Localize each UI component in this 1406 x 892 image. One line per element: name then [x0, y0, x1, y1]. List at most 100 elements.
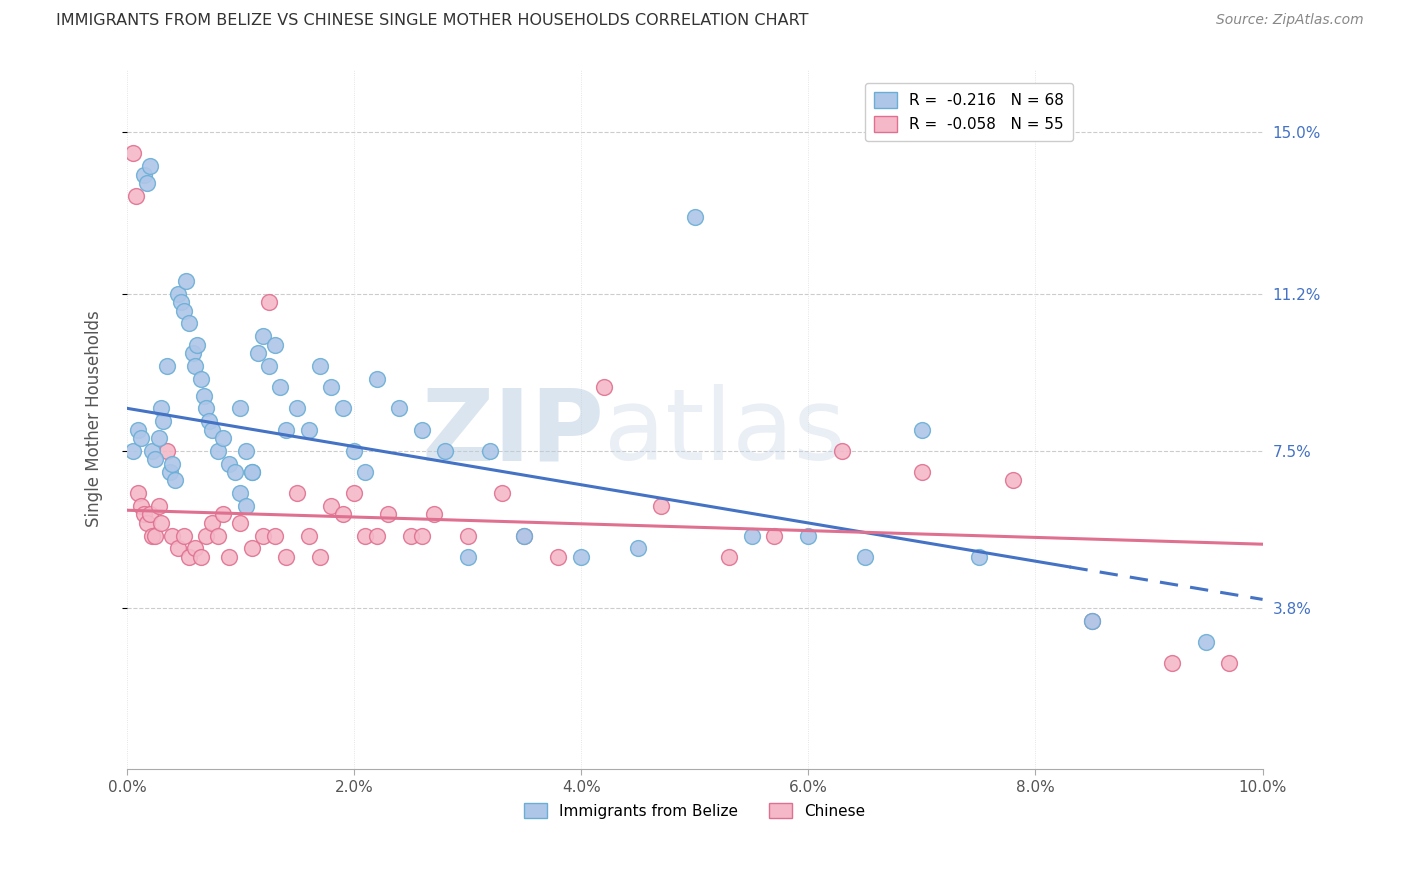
Point	[148, 431, 170, 445]
Point	[366, 371, 388, 385]
Point	[513, 529, 536, 543]
Point	[212, 431, 235, 445]
Point	[309, 549, 332, 564]
Point	[797, 529, 820, 543]
Point	[285, 401, 308, 416]
Point	[207, 529, 229, 543]
Point	[159, 465, 181, 479]
Point	[132, 168, 155, 182]
Point	[229, 516, 252, 530]
Point	[121, 443, 143, 458]
Point	[457, 549, 479, 564]
Point	[218, 549, 240, 564]
Point	[298, 529, 321, 543]
Point	[1195, 635, 1218, 649]
Point	[141, 529, 163, 543]
Point	[1081, 614, 1104, 628]
Point	[321, 499, 343, 513]
Point	[683, 210, 706, 224]
Point	[321, 380, 343, 394]
Text: ZIP: ZIP	[420, 384, 605, 482]
Point	[235, 499, 257, 513]
Point	[411, 423, 433, 437]
Point	[186, 337, 208, 351]
Point	[513, 529, 536, 543]
Text: atlas: atlas	[605, 384, 845, 482]
Point	[763, 529, 786, 543]
Point	[212, 508, 235, 522]
Point	[366, 529, 388, 543]
Point	[1160, 656, 1182, 670]
Point	[853, 549, 876, 564]
Point	[195, 401, 218, 416]
Point	[309, 359, 332, 373]
Point	[354, 529, 377, 543]
Point	[173, 529, 195, 543]
Point	[1001, 474, 1024, 488]
Point	[1081, 614, 1104, 628]
Point	[179, 317, 201, 331]
Point	[263, 337, 285, 351]
Point	[274, 549, 297, 564]
Point	[138, 508, 160, 522]
Point	[479, 443, 502, 458]
Point	[190, 549, 212, 564]
Point	[399, 529, 422, 543]
Point	[127, 423, 149, 437]
Point	[174, 274, 197, 288]
Point	[162, 529, 184, 543]
Point	[129, 499, 152, 513]
Y-axis label: Single Mother Households: Single Mother Households	[86, 310, 103, 527]
Point	[240, 465, 263, 479]
Point	[332, 508, 354, 522]
Point	[149, 401, 172, 416]
Point	[274, 423, 297, 437]
Point	[143, 529, 166, 543]
Point	[132, 508, 155, 522]
Point	[246, 346, 269, 360]
Point	[457, 529, 479, 543]
Point	[167, 541, 190, 556]
Point	[156, 443, 179, 458]
Point	[491, 486, 513, 500]
Point	[354, 465, 377, 479]
Point	[332, 401, 354, 416]
Text: IMMIGRANTS FROM BELIZE VS CHINESE SINGLE MOTHER HOUSEHOLDS CORRELATION CHART: IMMIGRANTS FROM BELIZE VS CHINESE SINGLE…	[56, 13, 808, 29]
Text: Source: ZipAtlas.com: Source: ZipAtlas.com	[1216, 13, 1364, 28]
Point	[422, 508, 444, 522]
Point	[148, 499, 170, 513]
Point	[285, 486, 308, 500]
Point	[343, 486, 366, 500]
Point	[257, 295, 280, 310]
Point	[121, 146, 143, 161]
Point	[193, 388, 215, 402]
Point	[125, 189, 148, 203]
Point	[167, 286, 190, 301]
Point	[388, 401, 411, 416]
Point	[411, 529, 433, 543]
Point	[377, 508, 399, 522]
Point	[163, 474, 186, 488]
Point	[149, 516, 172, 530]
Point	[136, 516, 159, 530]
Point	[967, 549, 990, 564]
Point	[343, 443, 366, 458]
Point	[252, 529, 274, 543]
Point	[569, 549, 592, 564]
Point	[235, 443, 257, 458]
Point	[218, 457, 240, 471]
Point	[136, 176, 159, 190]
Point	[269, 380, 291, 394]
Point	[184, 359, 207, 373]
Point	[129, 431, 152, 445]
Point	[831, 443, 853, 458]
Point	[173, 303, 195, 318]
Point	[1218, 656, 1240, 670]
Point	[433, 443, 456, 458]
Point	[593, 380, 616, 394]
Point	[201, 423, 224, 437]
Point	[152, 414, 174, 428]
Point	[127, 486, 149, 500]
Point	[650, 499, 672, 513]
Point	[195, 529, 218, 543]
